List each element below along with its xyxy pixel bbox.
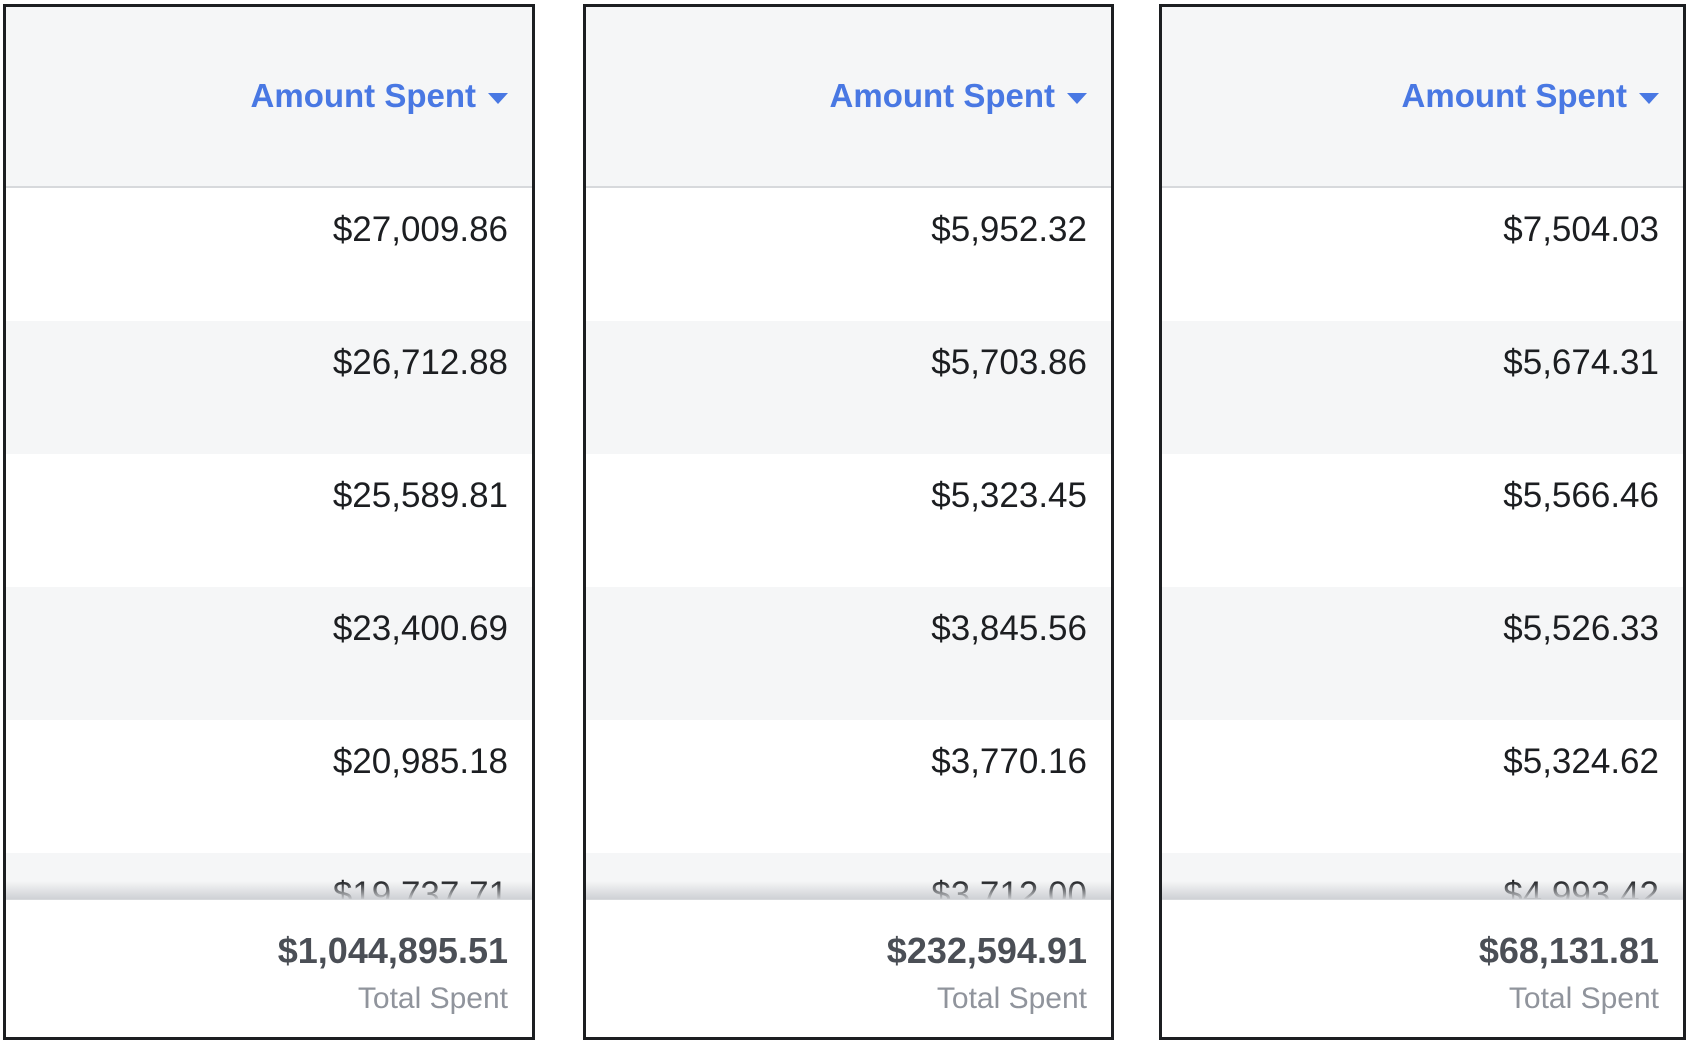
amount-value: $5,674.31 — [1503, 343, 1659, 382]
table-row: $5,526.33 — [1162, 587, 1683, 720]
amount-value: $26,712.88 — [332, 343, 508, 382]
total-spent-value: $68,131.81 — [1478, 930, 1659, 971]
column-header-label: Amount Spent — [1401, 77, 1627, 114]
sort-descending-icon[interactable] — [1067, 92, 1087, 104]
amount-spent-panel-3: Amount Spent $7,504.03 $5,674.31 $5,566.… — [1159, 4, 1686, 1040]
column-header-label: Amount Spent — [829, 77, 1055, 114]
amount-value: $19,737.71 — [332, 875, 508, 899]
total-footer: $1,044,895.51 Total Spent — [6, 899, 532, 1037]
sort-descending-icon[interactable] — [1639, 92, 1659, 104]
total-footer: $232,594.91 Total Spent — [586, 899, 1111, 1037]
amount-value: $3,770.16 — [931, 742, 1087, 781]
total-spent-value: $1,044,895.51 — [277, 930, 508, 971]
table-row: $5,323.45 — [586, 454, 1111, 587]
column-header: Amount Spent — [6, 7, 532, 188]
amount-spent-sort-header[interactable]: Amount Spent — [830, 77, 1087, 115]
amount-value: $5,703.86 — [931, 343, 1087, 382]
table-row: $3,770.16 — [586, 720, 1111, 853]
amount-spent-panel-1: Amount Spent $27,009.86 $26,712.88 $25,5… — [3, 4, 535, 1040]
column-header: Amount Spent — [1162, 7, 1683, 188]
amount-list[interactable]: $7,504.03 $5,674.31 $5,566.46 $5,526.33 … — [1162, 188, 1683, 899]
table-row: $4,993.42 — [1162, 853, 1683, 899]
amount-value: $23,400.69 — [332, 609, 508, 648]
table-row: $27,009.86 — [6, 188, 532, 321]
amount-spent-panel-2: Amount Spent $5,952.32 $5,703.86 $5,323.… — [583, 4, 1114, 1040]
amount-value: $4,993.42 — [1503, 875, 1659, 899]
table-row: $20,985.18 — [6, 720, 532, 853]
amount-value: $20,985.18 — [332, 742, 508, 781]
total-footer: $68,131.81 Total Spent — [1162, 899, 1683, 1037]
amount-spent-sort-header[interactable]: Amount Spent — [251, 77, 508, 115]
table-row: $5,952.32 — [586, 188, 1111, 321]
amount-list[interactable]: $27,009.86 $26,712.88 $25,589.81 $23,400… — [6, 188, 532, 899]
amount-value: $3,712.00 — [931, 875, 1087, 899]
amount-value: $25,589.81 — [332, 476, 508, 515]
table-row: $26,712.88 — [6, 321, 532, 454]
column-header: Amount Spent — [586, 7, 1111, 188]
table-row: $25,589.81 — [6, 454, 532, 587]
sort-descending-icon[interactable] — [488, 92, 508, 104]
table-row: $5,566.46 — [1162, 454, 1683, 587]
total-spent-label: Total Spent — [1508, 982, 1659, 1015]
amount-value: $5,566.46 — [1503, 476, 1659, 515]
amount-spent-sort-header[interactable]: Amount Spent — [1402, 77, 1659, 115]
amount-value: $3,845.56 — [931, 609, 1087, 648]
amount-value: $5,526.33 — [1503, 609, 1659, 648]
amount-value: $27,009.86 — [332, 210, 508, 249]
table-row: $19,737.71 — [6, 853, 532, 899]
table-row: $5,324.62 — [1162, 720, 1683, 853]
table-row: $3,845.56 — [586, 587, 1111, 720]
amount-list[interactable]: $5,952.32 $5,703.86 $5,323.45 $3,845.56 … — [586, 188, 1111, 899]
total-spent-label: Total Spent — [936, 982, 1087, 1015]
amount-value: $5,324.62 — [1503, 742, 1659, 781]
table-row: $23,400.69 — [6, 587, 532, 720]
total-spent-label: Total Spent — [357, 982, 508, 1015]
amount-value: $5,323.45 — [931, 476, 1087, 515]
column-header-label: Amount Spent — [250, 77, 476, 114]
total-spent-value: $232,594.91 — [886, 930, 1087, 971]
amount-value: $7,504.03 — [1503, 210, 1659, 249]
table-row: $3,712.00 — [586, 853, 1111, 899]
table-row: $5,674.31 — [1162, 321, 1683, 454]
table-row: $7,504.03 — [1162, 188, 1683, 321]
table-row: $5,703.86 — [586, 321, 1111, 454]
amount-value: $5,952.32 — [931, 210, 1087, 249]
